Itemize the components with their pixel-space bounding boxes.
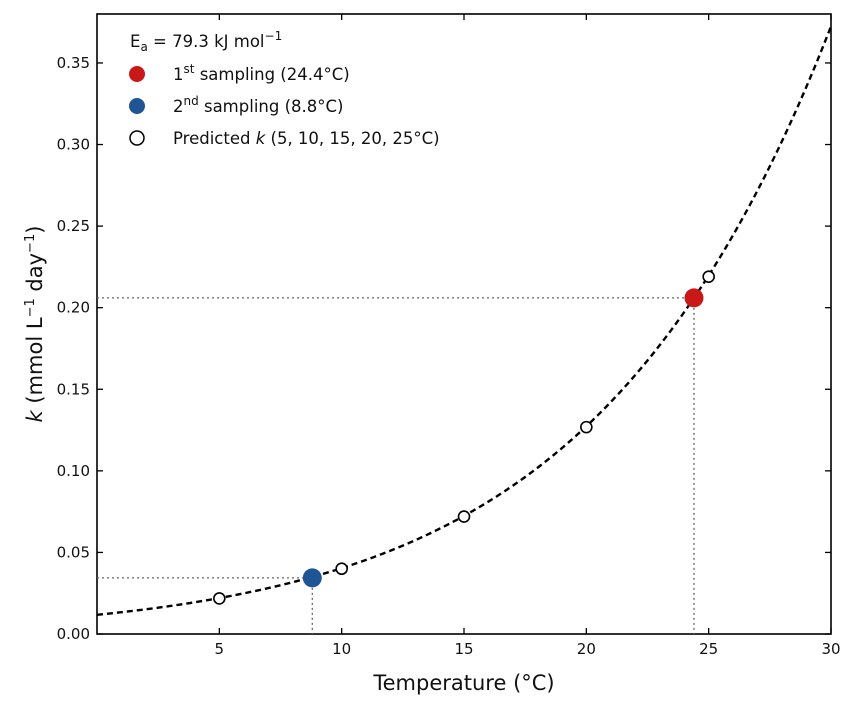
- legend-second-pre: 2: [173, 97, 184, 116]
- legend-predicted-pre: Predicted: [173, 129, 256, 148]
- y-axis-label-italic: k: [23, 409, 47, 422]
- legend-marker-predicted: [129, 130, 145, 146]
- y-axis-label-sup2: −1: [23, 234, 38, 253]
- legend-second-text: sampling (8.8°C): [199, 97, 344, 116]
- predicted-k-point: [213, 592, 226, 605]
- ticks: [97, 14, 832, 635]
- x-tick-label: 30: [821, 640, 840, 658]
- second-sampling-point: [302, 568, 322, 588]
- legend-first-sup: st: [184, 62, 195, 76]
- x-tick-label: 10: [332, 640, 351, 658]
- legend-second-sup: nd: [184, 94, 199, 108]
- y-tick-label: 0.35: [57, 54, 90, 72]
- y-axis-label-pre: (mmol L: [23, 317, 47, 410]
- y-tick-label: 0.25: [57, 217, 90, 235]
- x-tick-label: 5: [215, 640, 225, 658]
- x-tick-label: 25: [699, 640, 718, 658]
- predicted-k-point: [335, 562, 348, 576]
- y-tick-label: 0.30: [57, 136, 90, 154]
- y-axis-label-post: ): [23, 226, 47, 234]
- y-axis-label-mid: day: [23, 253, 47, 298]
- x-tick-label: 15: [454, 640, 473, 658]
- predicted-k-point: [702, 270, 715, 283]
- first-sampling-point: [684, 288, 704, 308]
- legend-header-value: = 79.3 kJ mol: [148, 32, 265, 51]
- legend-header-e: E: [130, 32, 140, 51]
- legend-first-pre: 1: [173, 65, 184, 84]
- reference-lines: [97, 297, 695, 634]
- y-tick-label: 0.00: [57, 625, 90, 643]
- legend-predicted-text: (5, 10, 15, 20, 25°C): [265, 129, 439, 148]
- legend: Ea = 79.3 kJ mol−1 1st sampling (24.4°C)…: [129, 29, 440, 148]
- legend-header: Ea = 79.3 kJ mol−1: [130, 29, 282, 54]
- legend-label-predicted: Predicted k (5, 10, 15, 20, 25°C): [173, 129, 440, 148]
- y-tick-label: 0.10: [57, 462, 90, 480]
- legend-label-first-sampling: 1st sampling (24.4°C): [173, 62, 350, 84]
- predicted-k-point: [457, 510, 471, 523]
- x-tick-label: 20: [577, 640, 596, 658]
- predicted-k-point: [580, 420, 593, 434]
- marker-layer: [213, 270, 715, 605]
- x-axis-label: Temperature (°C): [372, 671, 554, 695]
- y-axis-label: k (mmol L−1 day−1): [23, 226, 47, 423]
- y-tick-label: 0.05: [57, 543, 90, 561]
- tick-labels: 5 10 15 20 25 30 0.00 0.05 0.10 0.15 0.20 0.25 0.30 0…: [57, 54, 841, 658]
- y-axis-label-sup1: −1: [23, 298, 38, 317]
- legend-header-sup: −1: [265, 29, 283, 43]
- legend-marker-second-sampling: [129, 98, 145, 114]
- legend-predicted-italic: k: [256, 129, 267, 148]
- legend-first-text: sampling (24.4°C): [194, 65, 349, 84]
- legend-header-sub: a: [140, 40, 147, 54]
- y-tick-label: 0.15: [57, 380, 90, 398]
- legend-marker-first-sampling: [129, 66, 145, 82]
- y-tick-label: 0.20: [57, 299, 90, 317]
- legend-label-second-sampling: 2nd sampling (8.8°C): [173, 94, 343, 116]
